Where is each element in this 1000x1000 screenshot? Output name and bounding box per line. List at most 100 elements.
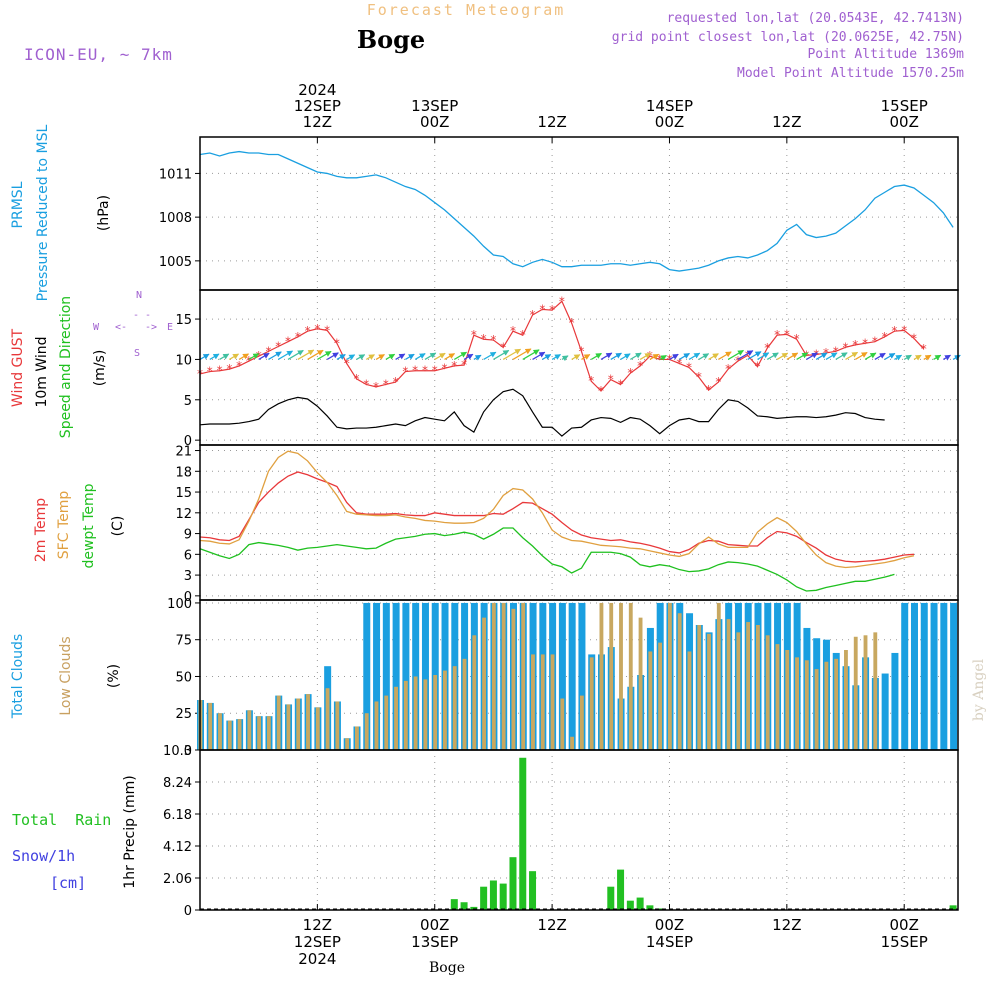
low-clouds-bar — [804, 660, 809, 750]
wind-direction-arrow — [698, 353, 710, 360]
wind-direction-arrow — [229, 353, 240, 360]
low-clouds-bar — [765, 635, 770, 750]
top-time-label: 00Z — [655, 113, 684, 131]
y-tick-label: 9 — [184, 528, 192, 543]
top-time-label: 15SEP — [881, 97, 928, 115]
wind-direction-arrow — [297, 349, 315, 360]
gust-point: * — [588, 374, 595, 388]
wind-direction-arrow — [356, 354, 366, 360]
low-clouds-bar — [266, 716, 271, 750]
low-clouds-bar — [208, 702, 213, 750]
rain-bar — [509, 857, 517, 910]
gust-point: * — [382, 377, 389, 391]
top-time-label: 12Z — [772, 113, 801, 131]
bottom-time-label: 13SEP — [411, 933, 458, 951]
grid-point-coords: grid point closest lon,lat (20.0625E, 42… — [612, 30, 964, 45]
gust-point: * — [529, 308, 536, 322]
pressure-label-unit: (hPa) — [96, 195, 112, 231]
low-clouds-bar — [726, 619, 731, 750]
rain-bar — [450, 899, 458, 910]
wind-direction-arrow — [727, 349, 744, 360]
wind-direction-arrow — [600, 352, 613, 360]
low-clouds-bar — [687, 651, 692, 750]
wind-direction-arrow — [708, 353, 719, 360]
wind-direction-arrow — [551, 353, 561, 360]
y-tick-label: 1008 — [159, 211, 192, 226]
gust-point: * — [294, 330, 301, 344]
total-clouds-bar — [568, 602, 576, 750]
gust-point: * — [901, 323, 908, 337]
low-clouds-bar — [628, 602, 633, 750]
low-clouds-bar — [501, 602, 506, 750]
gust-point: * — [705, 383, 712, 397]
wind-label-10m: 10m Wind — [34, 336, 50, 407]
low-clouds-bar — [364, 713, 369, 750]
rain-bar — [646, 905, 654, 910]
wind-direction-arrow — [786, 352, 799, 360]
low-clouds-bar — [599, 602, 604, 750]
wind-direction-arrow — [483, 351, 497, 360]
y-tick-label: 6 — [184, 548, 192, 563]
temp-label-2m: 2m Temp — [33, 498, 49, 562]
gust-point: * — [627, 366, 634, 380]
wind-direction-arrow — [581, 353, 591, 360]
wind-direction-arrow — [952, 354, 961, 361]
compass-e: E — [167, 322, 173, 333]
top-time-label: 00Z — [420, 113, 449, 131]
low-clouds-bar — [247, 710, 252, 750]
low-clouds-bar — [677, 613, 682, 750]
rain-bar — [656, 908, 664, 910]
svg-text:<-: <- — [115, 322, 127, 333]
wind-series-line — [199, 388, 885, 437]
gust-point: * — [783, 327, 790, 341]
low-clouds-bar — [218, 713, 222, 750]
gust-point: * — [646, 349, 653, 363]
gust-point: * — [470, 328, 477, 342]
rain-bar — [489, 880, 497, 910]
top-time-label: 00Z — [890, 113, 919, 131]
compass-w: W — [93, 322, 100, 333]
bottom-time-label: 00Z — [420, 916, 449, 934]
rain-bar — [617, 869, 625, 910]
gust-point: * — [324, 323, 331, 337]
gust-point: * — [558, 294, 565, 308]
wind-direction-arrow — [385, 353, 396, 360]
gust-point: * — [891, 324, 898, 338]
rain-bar — [460, 902, 468, 910]
wind-direction-arrow — [806, 352, 818, 360]
low-clouds-bar — [609, 602, 614, 750]
wind-direction-arrow — [424, 352, 437, 360]
temp-label-dewpt: dewpt Temp — [81, 483, 97, 568]
wind-direction-arrow — [522, 349, 540, 360]
total-clouds-bar — [891, 652, 899, 750]
total-clouds-bar — [402, 602, 410, 750]
rain-bar — [607, 886, 615, 910]
gust-point: * — [764, 341, 771, 355]
wind-direction-arrow — [326, 352, 339, 360]
low-clouds-bar — [354, 726, 359, 750]
gust-point: * — [304, 324, 311, 338]
y-tick-label: 10.3 — [163, 744, 192, 759]
gust-point: * — [245, 354, 252, 368]
low-clouds-bar — [491, 602, 496, 750]
low-clouds-bar — [452, 666, 457, 750]
low-clouds-bar — [462, 658, 467, 750]
rain-bar — [626, 900, 634, 910]
low-clouds-bar — [413, 676, 418, 750]
low-clouds-bar — [648, 651, 653, 750]
low-clouds-bar — [374, 701, 379, 750]
wind-direction-arrow — [375, 353, 385, 360]
wind-direction-arrow — [395, 353, 406, 360]
wind-direction-arrow — [434, 352, 446, 360]
gust-point: * — [412, 364, 419, 378]
low-clouds-bar — [795, 657, 799, 750]
gust-point: * — [539, 302, 546, 316]
low-clouds-bar — [403, 680, 408, 750]
gust-point: * — [793, 332, 800, 346]
wind-direction-arrow — [718, 351, 732, 360]
wind-direction-arrow — [639, 352, 652, 360]
y-tick-label: 25 — [175, 707, 192, 722]
low-clouds-bar — [315, 707, 320, 750]
wind-direction-arrow — [453, 351, 468, 360]
